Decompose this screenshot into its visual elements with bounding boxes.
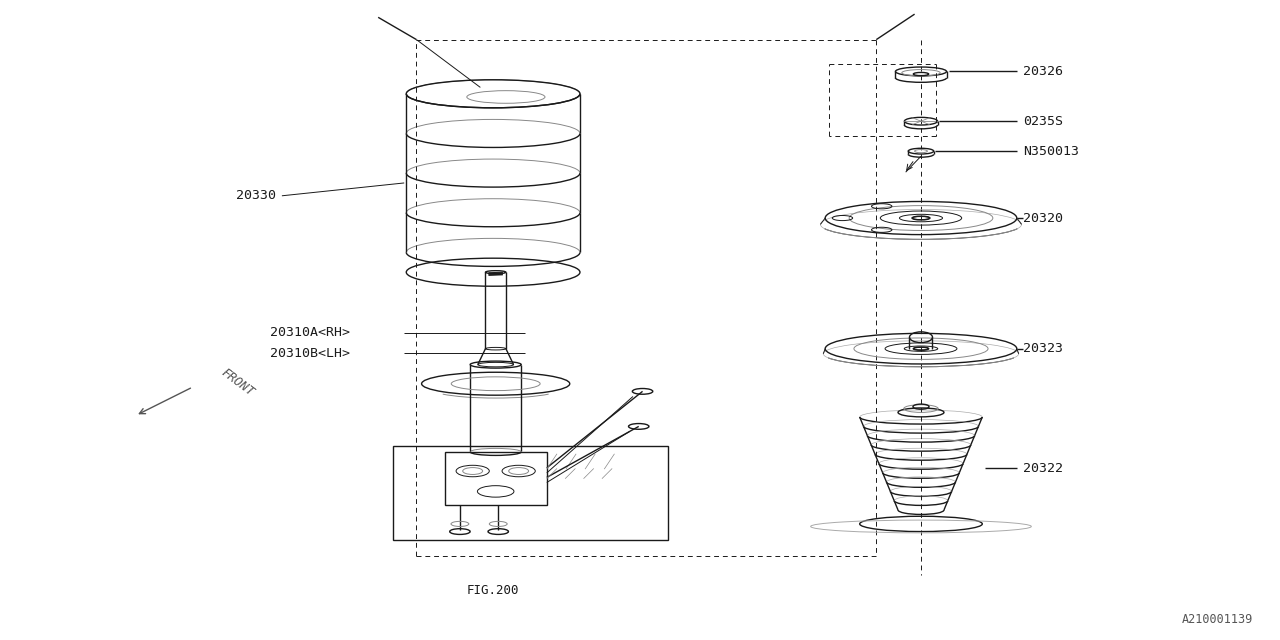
Text: 0235S: 0235S [1023, 115, 1064, 128]
Text: 20326: 20326 [1023, 65, 1064, 78]
Text: A210001139: A210001139 [1181, 613, 1253, 626]
Text: 20310B<LH>: 20310B<LH> [270, 347, 349, 360]
Text: N350013: N350013 [1023, 145, 1079, 157]
Text: FRONT: FRONT [219, 366, 256, 399]
Text: 20323: 20323 [1023, 342, 1064, 355]
Text: 20320: 20320 [1023, 212, 1064, 225]
Text: 20310A<RH>: 20310A<RH> [270, 326, 349, 339]
Text: 20322: 20322 [1023, 461, 1064, 475]
Text: FIG.200: FIG.200 [467, 584, 520, 597]
Text: 20330: 20330 [236, 189, 276, 202]
